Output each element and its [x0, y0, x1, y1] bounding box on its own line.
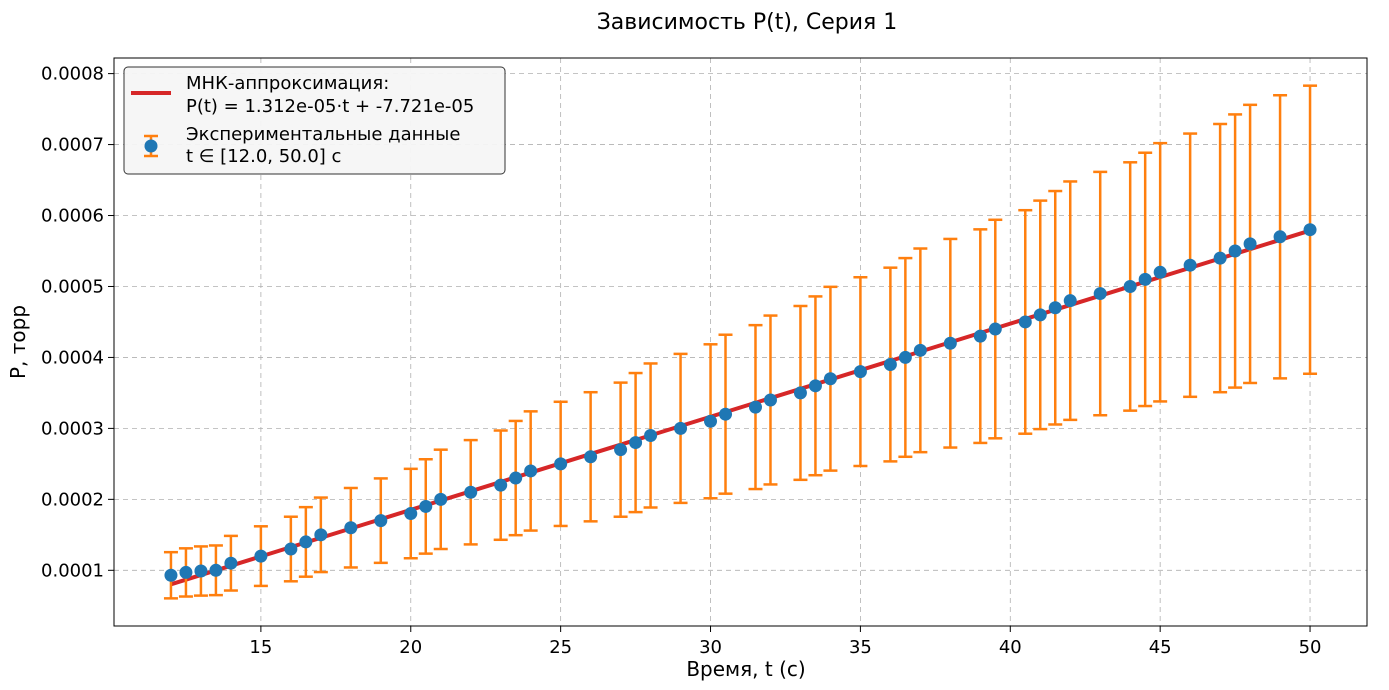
data-point	[1183, 258, 1197, 272]
x-tick-label: 35	[849, 637, 872, 658]
y-tick-label: 0.0003	[41, 418, 104, 439]
data-point	[1093, 287, 1107, 301]
fit-layer	[170, 228, 1311, 587]
data-point	[808, 379, 822, 393]
data-point	[494, 478, 508, 492]
data-point	[164, 568, 178, 582]
data-point	[1018, 315, 1032, 329]
data-point	[853, 365, 867, 379]
data-point	[299, 535, 313, 549]
data-point	[644, 428, 658, 442]
data-point	[374, 514, 388, 528]
data-point	[913, 343, 927, 357]
data-point	[1138, 272, 1152, 286]
x-tick-label: 15	[249, 637, 272, 658]
y-tick-label: 0.0008	[41, 64, 104, 85]
x-tick-label: 20	[399, 637, 422, 658]
data-point	[1048, 301, 1062, 315]
data-point	[793, 386, 807, 400]
data-point	[1033, 308, 1047, 322]
data-point	[509, 471, 523, 485]
data-point	[554, 457, 568, 471]
legend-fit-label-line2: P(t) = 1.312e-05·t + -7.721e-05	[186, 96, 474, 117]
x-axis-ticks: 15 20 25 30 35 40 45 50	[249, 626, 1321, 658]
data-point	[973, 329, 987, 343]
axes-frame	[113, 57, 1368, 627]
data-point	[1213, 251, 1227, 265]
data-point	[314, 528, 328, 542]
x-tick-label: 30	[699, 637, 722, 658]
data-point	[1123, 279, 1137, 293]
data-point	[823, 372, 837, 386]
legend-box	[123, 66, 506, 175]
x-axis-label: Время, t (с)	[686, 657, 805, 681]
data-point	[194, 564, 208, 578]
data-point	[584, 450, 598, 464]
data-point	[748, 400, 762, 414]
chart-title: Зависимость P(t), Серия 1	[597, 10, 898, 35]
data-point	[763, 393, 777, 407]
data-point	[988, 322, 1002, 336]
data-point	[1243, 237, 1257, 251]
y-tick-label: 0.0001	[41, 560, 104, 581]
legend-data-swatch	[144, 134, 158, 158]
data-point	[254, 549, 268, 563]
data-point	[224, 556, 238, 570]
data-point	[883, 358, 897, 372]
data-point	[404, 507, 418, 521]
y-axis-ticks: 0.0001 0.0002 0.0003 0.0004 0.0005 0.0006 0.00…	[41, 64, 114, 581]
legend-fit-label-line1: МНК-аппроксимация:	[186, 73, 389, 94]
legend-marker-swatch	[144, 139, 158, 153]
x-tick-label: 25	[549, 637, 572, 658]
y-tick-label: 0.0002	[41, 489, 104, 510]
data-point	[1228, 244, 1242, 258]
fit-line	[170, 228, 1311, 587]
legend: МНК-аппроксимация: P(t) = 1.312e-05·t + …	[123, 66, 506, 175]
x-tick-label: 50	[1299, 637, 1322, 658]
x-tick-label: 40	[999, 637, 1022, 658]
data-point	[179, 565, 193, 579]
y-axis-label: P, торр	[6, 305, 30, 379]
data-point	[1303, 223, 1317, 237]
data-point	[344, 521, 358, 535]
data-point	[1063, 294, 1077, 308]
data-point	[434, 492, 448, 506]
point-layer	[164, 223, 1317, 582]
y-tick-label: 0.0005	[41, 276, 104, 297]
data-point	[1153, 265, 1167, 279]
data-point	[704, 414, 718, 428]
data-point	[1273, 230, 1287, 244]
data-point	[674, 421, 688, 435]
data-point	[284, 542, 298, 556]
y-tick-label: 0.0007	[41, 135, 104, 156]
legend-data-label-line2: t ∈ [12.0, 50.0] с	[186, 146, 341, 167]
data-point	[943, 336, 957, 350]
data-point	[719, 407, 733, 421]
data-point	[629, 436, 643, 450]
legend-data-label-line1: Экспериментальные данные	[186, 124, 460, 145]
y-tick-label: 0.0006	[41, 206, 104, 227]
x-tick-label: 45	[1149, 637, 1172, 658]
data-point	[614, 443, 628, 457]
data-point	[419, 499, 433, 513]
data-point	[898, 350, 912, 364]
data-point	[524, 464, 538, 478]
data-point	[464, 485, 478, 499]
data-point	[209, 563, 223, 577]
y-tick-label: 0.0004	[41, 347, 104, 368]
